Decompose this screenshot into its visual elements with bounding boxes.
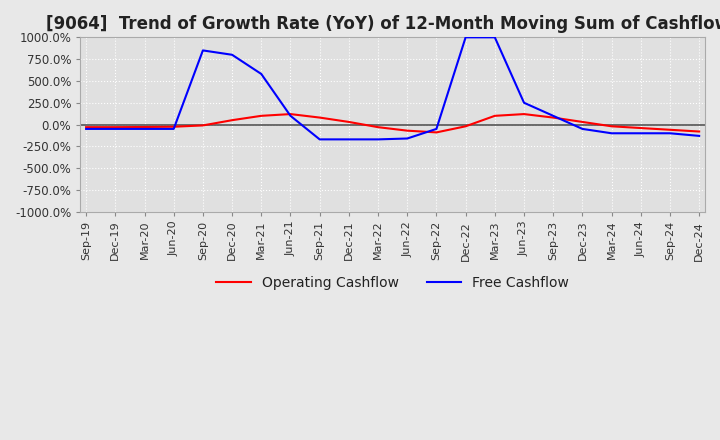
- Free Cashflow: [520, 100, 528, 106]
- Operating Cashflow: [462, 124, 470, 129]
- Free Cashflow: [315, 137, 324, 142]
- Free Cashflow: [578, 126, 587, 132]
- Line: Operating Cashflow: Operating Cashflow: [86, 114, 699, 132]
- Legend: Operating Cashflow, Free Cashflow: Operating Cashflow, Free Cashflow: [210, 271, 575, 296]
- Operating Cashflow: [695, 129, 703, 134]
- Operating Cashflow: [607, 124, 616, 129]
- Operating Cashflow: [228, 117, 236, 123]
- Operating Cashflow: [403, 128, 412, 133]
- Operating Cashflow: [82, 125, 91, 130]
- Operating Cashflow: [374, 125, 382, 130]
- Free Cashflow: [82, 126, 91, 132]
- Operating Cashflow: [636, 125, 645, 131]
- Free Cashflow: [228, 52, 236, 57]
- Operating Cashflow: [490, 113, 499, 118]
- Free Cashflow: [345, 137, 354, 142]
- Operating Cashflow: [549, 115, 557, 120]
- Free Cashflow: [636, 131, 645, 136]
- Operating Cashflow: [140, 125, 149, 130]
- Free Cashflow: [549, 113, 557, 118]
- Operating Cashflow: [169, 124, 178, 129]
- Operating Cashflow: [199, 123, 207, 128]
- Operating Cashflow: [520, 111, 528, 117]
- Operating Cashflow: [666, 127, 675, 132]
- Operating Cashflow: [315, 115, 324, 120]
- Operating Cashflow: [345, 119, 354, 125]
- Operating Cashflow: [578, 119, 587, 125]
- Operating Cashflow: [286, 111, 294, 117]
- Free Cashflow: [374, 137, 382, 142]
- Free Cashflow: [140, 126, 149, 132]
- Free Cashflow: [432, 126, 441, 132]
- Free Cashflow: [695, 133, 703, 139]
- Operating Cashflow: [111, 125, 120, 130]
- Free Cashflow: [257, 71, 266, 77]
- Free Cashflow: [607, 131, 616, 136]
- Free Cashflow: [462, 35, 470, 40]
- Operating Cashflow: [432, 130, 441, 135]
- Free Cashflow: [286, 113, 294, 118]
- Free Cashflow: [490, 35, 499, 40]
- Free Cashflow: [169, 126, 178, 132]
- Title: [9064]  Trend of Growth Rate (YoY) of 12-Month Moving Sum of Cashflows: [9064] Trend of Growth Rate (YoY) of 12-…: [45, 15, 720, 33]
- Operating Cashflow: [257, 113, 266, 118]
- Free Cashflow: [111, 126, 120, 132]
- Free Cashflow: [666, 131, 675, 136]
- Free Cashflow: [403, 136, 412, 141]
- Line: Free Cashflow: Free Cashflow: [86, 37, 699, 139]
- Free Cashflow: [199, 48, 207, 53]
